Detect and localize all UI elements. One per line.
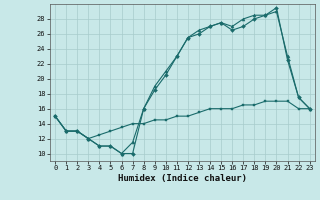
X-axis label: Humidex (Indice chaleur): Humidex (Indice chaleur) (118, 174, 247, 183)
